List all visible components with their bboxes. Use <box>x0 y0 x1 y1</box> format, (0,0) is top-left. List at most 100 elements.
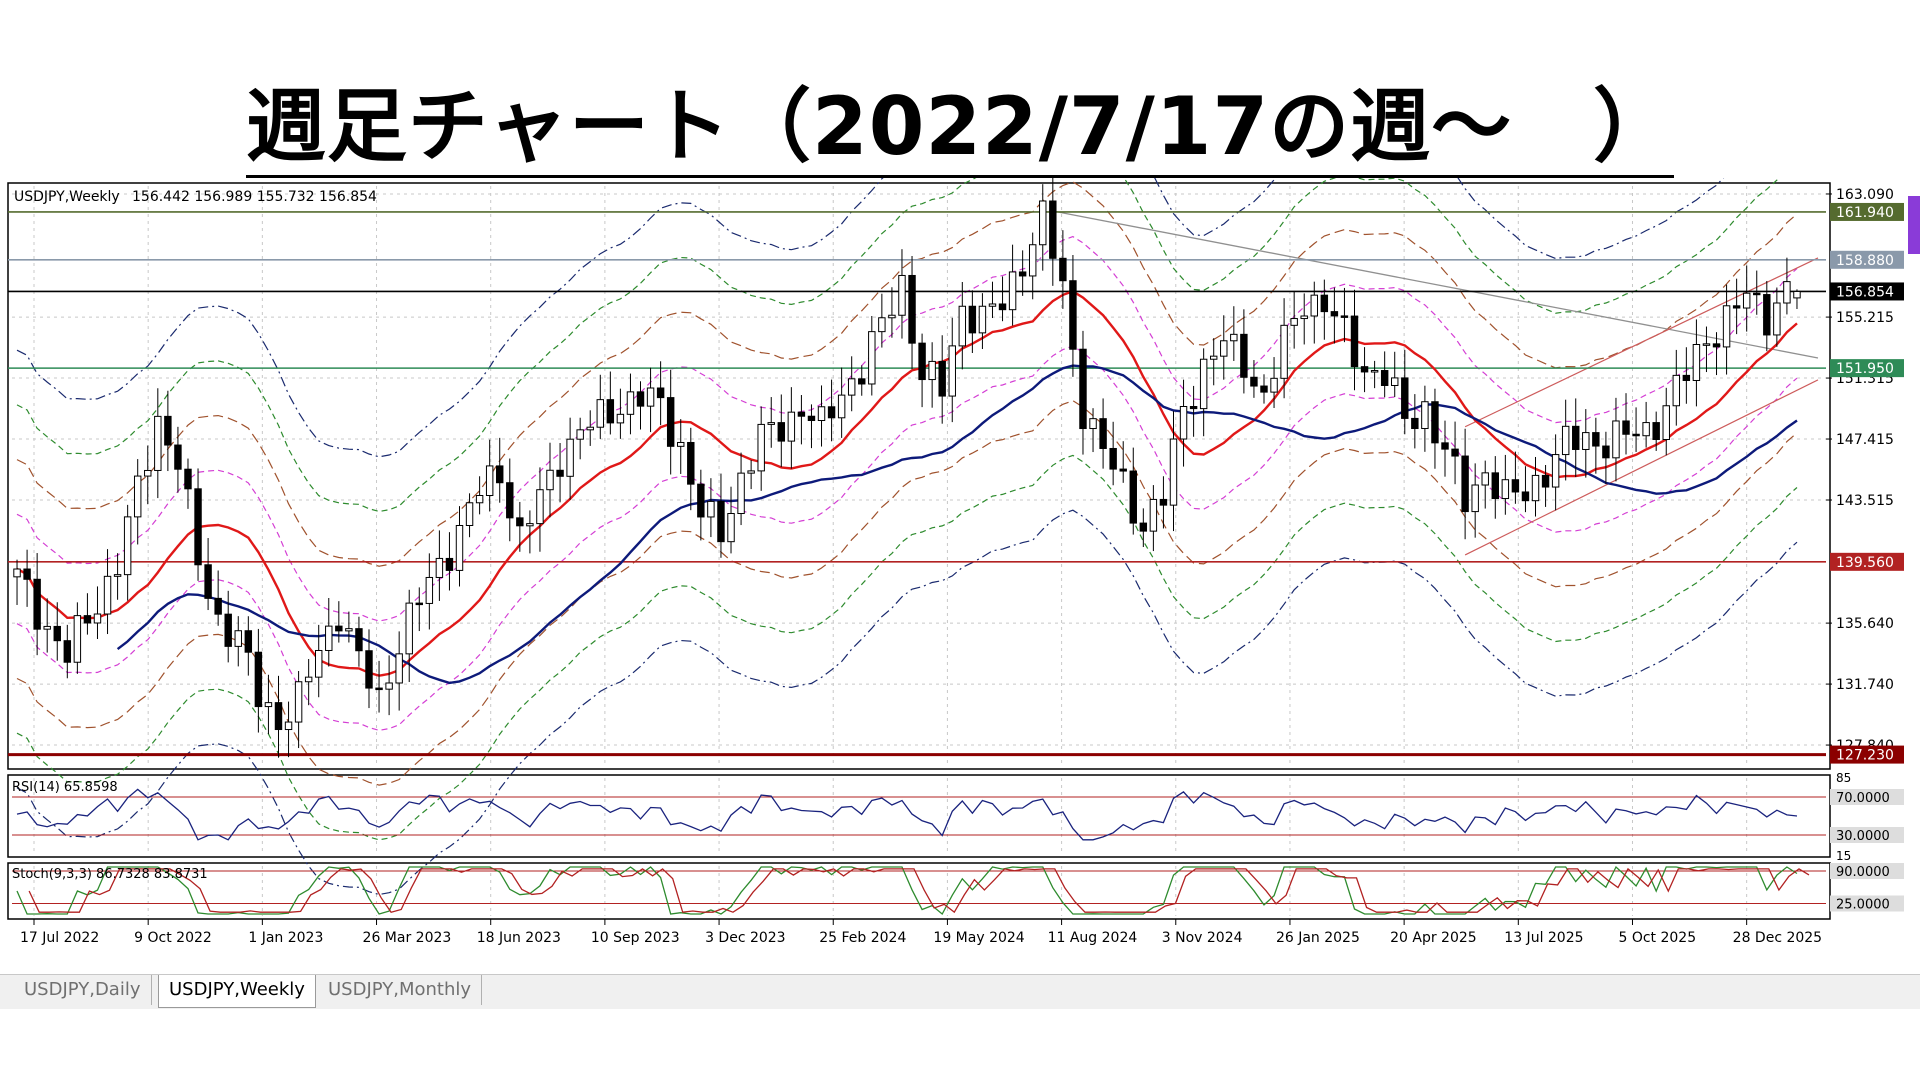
candle-body <box>1179 406 1188 440</box>
candle-body <box>355 628 363 652</box>
candle-body <box>164 415 172 446</box>
candle-body <box>1149 498 1158 532</box>
y-tick-label: 143.515 <box>1836 493 1894 509</box>
candle-body <box>1028 244 1037 277</box>
candle-body <box>747 470 755 474</box>
tab-monthly[interactable]: USDJPY,Monthly <box>318 975 483 1005</box>
candle-body <box>385 682 393 690</box>
candle-body <box>184 468 192 490</box>
candle-body <box>1290 318 1298 326</box>
candle-body <box>294 681 303 723</box>
candle-body <box>928 360 936 381</box>
candle-body <box>707 500 715 518</box>
candle-body <box>475 495 484 504</box>
candle-body <box>375 687 383 691</box>
candle-body <box>485 465 494 497</box>
rsi-label: RSI(14) 65.8598 <box>12 780 118 795</box>
candle-body <box>435 557 444 578</box>
y-tick-label: 163.090 <box>1836 187 1894 203</box>
candle-body <box>1401 377 1409 419</box>
candle-body <box>827 406 836 419</box>
candle-body <box>888 314 896 319</box>
candle-body <box>1240 333 1248 378</box>
y-tick-label: 131.740 <box>1836 677 1894 693</box>
candle-body <box>1209 355 1218 360</box>
candle-body <box>1169 438 1178 506</box>
candle-body <box>837 394 846 419</box>
y-tick-label: 155.215 <box>1836 310 1894 326</box>
candle-body <box>1461 455 1469 513</box>
candle-body <box>1511 479 1520 493</box>
candle-body <box>1039 200 1047 246</box>
candle-body <box>1783 281 1791 304</box>
candle-body <box>506 482 514 519</box>
candle-body <box>847 378 856 396</box>
page-title: 週足チャート（2022/7/17の週～ ） <box>0 62 1920 181</box>
candle-body <box>1421 401 1429 430</box>
candle-body <box>898 274 906 316</box>
band-upper <box>16 178 1780 513</box>
tab-daily[interactable]: USDJPY,Daily <box>14 975 152 1005</box>
page-title-text: 週足チャート（2022/7/17の週～ ） <box>245 80 1675 181</box>
candle-body <box>586 426 594 431</box>
candle-body <box>938 360 946 397</box>
candle-body <box>13 568 21 578</box>
candle-body <box>1119 468 1127 472</box>
candle-body <box>1531 474 1540 502</box>
candle-body <box>264 702 273 708</box>
candle-body <box>1722 305 1731 348</box>
candle-body <box>878 317 886 333</box>
x-tick-label: 13 Jul 2025 <box>1504 930 1583 946</box>
candle-body <box>254 651 263 708</box>
candle-body <box>1742 292 1751 309</box>
y-tick-label: 147.415 <box>1836 432 1894 448</box>
price-mark-label: 161.940 <box>1836 205 1894 221</box>
envelope-bands <box>16 178 1798 896</box>
rsi-level-label: 30.0000 <box>1836 829 1890 844</box>
rsi-line <box>16 788 1798 841</box>
candle-body <box>1702 343 1711 346</box>
stoch-level-box <box>1830 863 1904 879</box>
candle-body <box>1572 425 1580 450</box>
x-tick-label: 19 May 2024 <box>933 930 1024 946</box>
candle-body <box>53 625 61 642</box>
ohlc-label: 156.442 156.989 155.732 156.854 <box>132 189 377 205</box>
tab-weekly[interactable]: USDJPY,Weekly <box>158 975 316 1008</box>
y-tick-label: 135.640 <box>1836 616 1894 632</box>
candle-body <box>626 391 635 415</box>
candle-body <box>1491 472 1500 500</box>
candle-body <box>1582 432 1590 450</box>
candle-body <box>113 574 122 577</box>
x-tick-label: 1 Jan 2023 <box>248 930 323 946</box>
candle-body <box>717 500 725 543</box>
ma-red <box>16 289 1798 677</box>
x-tick-label: 26 Mar 2023 <box>363 930 452 946</box>
candle-body <box>204 564 212 599</box>
price-mark-label: 139.560 <box>1836 555 1894 571</box>
candle-body <box>737 472 745 515</box>
candle-body <box>526 523 534 527</box>
candle-body <box>465 502 474 526</box>
candle-body <box>978 305 987 334</box>
rsi-level-label: 70.0000 <box>1836 791 1890 806</box>
chart-area[interactable]: 163.090155.215151.315147.415143.515135.6… <box>0 178 1920 974</box>
candle-body <box>395 653 403 684</box>
candle-body <box>1793 290 1801 299</box>
x-tick-label: 17 Jul 2022 <box>20 930 99 946</box>
band-upper <box>16 235 1798 622</box>
candle-body <box>1541 474 1550 488</box>
candle-body <box>817 406 826 422</box>
candle-body <box>908 274 916 344</box>
candle-body <box>123 516 132 576</box>
rsi-level-box <box>1830 827 1904 843</box>
stoch-level-label: 25.0000 <box>1836 898 1890 913</box>
candle-body <box>1763 294 1771 336</box>
candle-body <box>777 422 786 442</box>
price-mark-box <box>1830 745 1904 764</box>
candle-body <box>1099 418 1107 449</box>
candle-body <box>325 625 333 651</box>
band-upper <box>16 178 1725 458</box>
band-lower <box>16 509 1798 896</box>
candle-body <box>1612 420 1620 459</box>
price-mark-box <box>1830 359 1904 378</box>
